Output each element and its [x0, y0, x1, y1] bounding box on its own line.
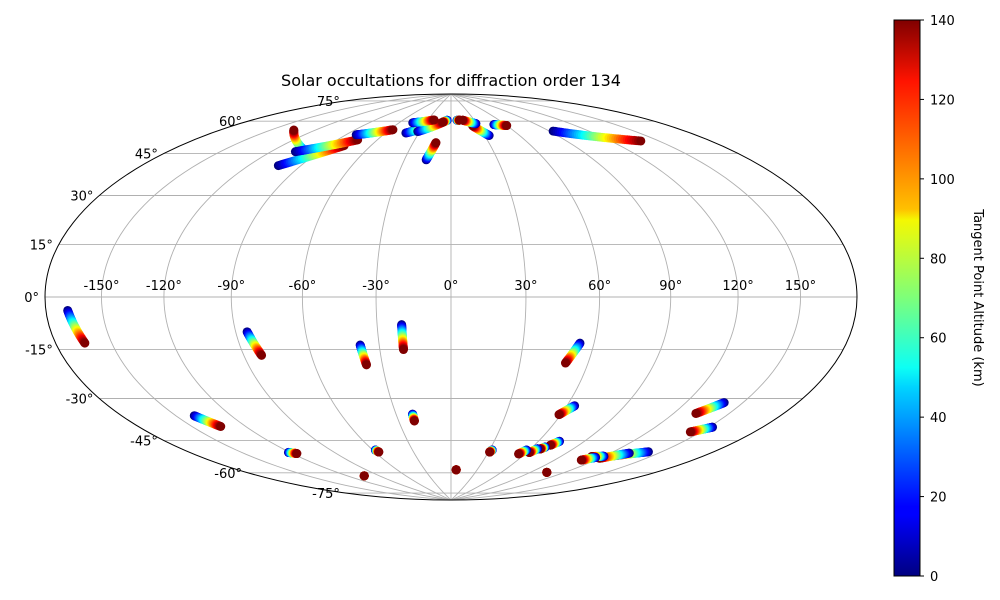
- data-point: [485, 447, 495, 457]
- data-point: [438, 117, 448, 127]
- latitude-tick-label: 75°: [317, 95, 340, 110]
- colorbar-tick-label: 0: [930, 570, 938, 585]
- data-point: [691, 408, 701, 418]
- data-point: [514, 449, 524, 459]
- colorbar-label: Tangent Point Altitude (km): [970, 208, 985, 386]
- data-point: [576, 455, 586, 465]
- longitude-tick-label: -150°: [83, 279, 119, 294]
- latitude-tick-label: -45°: [130, 435, 158, 450]
- latitude-tick-label: -15°: [25, 344, 53, 359]
- latitude-tick-label: -75°: [312, 487, 340, 502]
- grid: [45, 94, 857, 500]
- longitude-tick-label: -90°: [217, 279, 245, 294]
- colorbar-ticks: 0 20 40 60 80 100 120 140: [920, 14, 955, 585]
- map-boundary: [44, 93, 858, 501]
- latitude-tick-label: 60°: [219, 115, 242, 130]
- longitude-tick-label: 0°: [444, 279, 459, 294]
- data-point: [257, 350, 267, 360]
- data-point: [429, 115, 439, 125]
- data-point: [398, 345, 408, 355]
- data-point: [431, 138, 441, 148]
- longitude-tick-label: 90°: [659, 279, 682, 294]
- colorbar-tick-label: 40: [930, 411, 947, 426]
- data-point: [361, 360, 371, 370]
- data-point: [216, 422, 226, 431]
- chart-title: Solar occultations for diffraction order…: [281, 71, 621, 90]
- longitude-tick-label: -30°: [362, 279, 390, 294]
- data-point: [560, 358, 570, 368]
- colorbar-tick-label: 80: [930, 252, 947, 267]
- longitude-tick-label: 30°: [514, 279, 537, 294]
- latitude-tick-label: -30°: [66, 393, 94, 408]
- data-point: [554, 410, 564, 420]
- longitude-tick-label: -60°: [289, 279, 317, 294]
- data-points: [63, 115, 729, 481]
- latitude-tick-label: 0°: [24, 291, 39, 306]
- latitude-tick-label: -60°: [214, 467, 242, 482]
- data-point: [636, 136, 646, 146]
- data-point: [685, 427, 695, 437]
- data-point: [388, 125, 398, 135]
- latitude-tick-label: 45°: [135, 147, 158, 162]
- data-point: [359, 471, 369, 481]
- data-point: [542, 467, 552, 477]
- latitude-tick-labels: -75° -60° -45° -30° -15° 0° 15° 30° 45° 60° 75°: [24, 95, 340, 502]
- longitude-tick-label: 150°: [785, 279, 816, 294]
- longitude-tick-label: -120°: [146, 279, 182, 294]
- data-point: [289, 125, 299, 135]
- data-point: [451, 465, 461, 475]
- colorbar-tick-label: 140: [930, 14, 955, 29]
- data-point: [292, 449, 302, 459]
- data-point: [502, 121, 512, 131]
- latitude-tick-label: 30°: [70, 190, 93, 205]
- colorbar-tick-label: 100: [930, 173, 955, 188]
- colorbar: [893, 19, 921, 577]
- data-point: [409, 416, 419, 426]
- data-point: [458, 115, 468, 125]
- data-point: [374, 447, 384, 457]
- longitude-tick-label: 60°: [588, 279, 611, 294]
- colorbar-tick-label: 120: [930, 93, 955, 108]
- data-point: [80, 338, 90, 348]
- longitude-tick-label: 120°: [722, 279, 753, 294]
- colorbar-tick-label: 60: [930, 332, 947, 347]
- longitude-tick-labels: -150° -120° -90° -60° -30° 0° 30° 60° 90° 120° 150…: [83, 279, 816, 294]
- colorbar-tick-label: 20: [930, 491, 947, 506]
- latitude-tick-label: 15°: [30, 238, 53, 253]
